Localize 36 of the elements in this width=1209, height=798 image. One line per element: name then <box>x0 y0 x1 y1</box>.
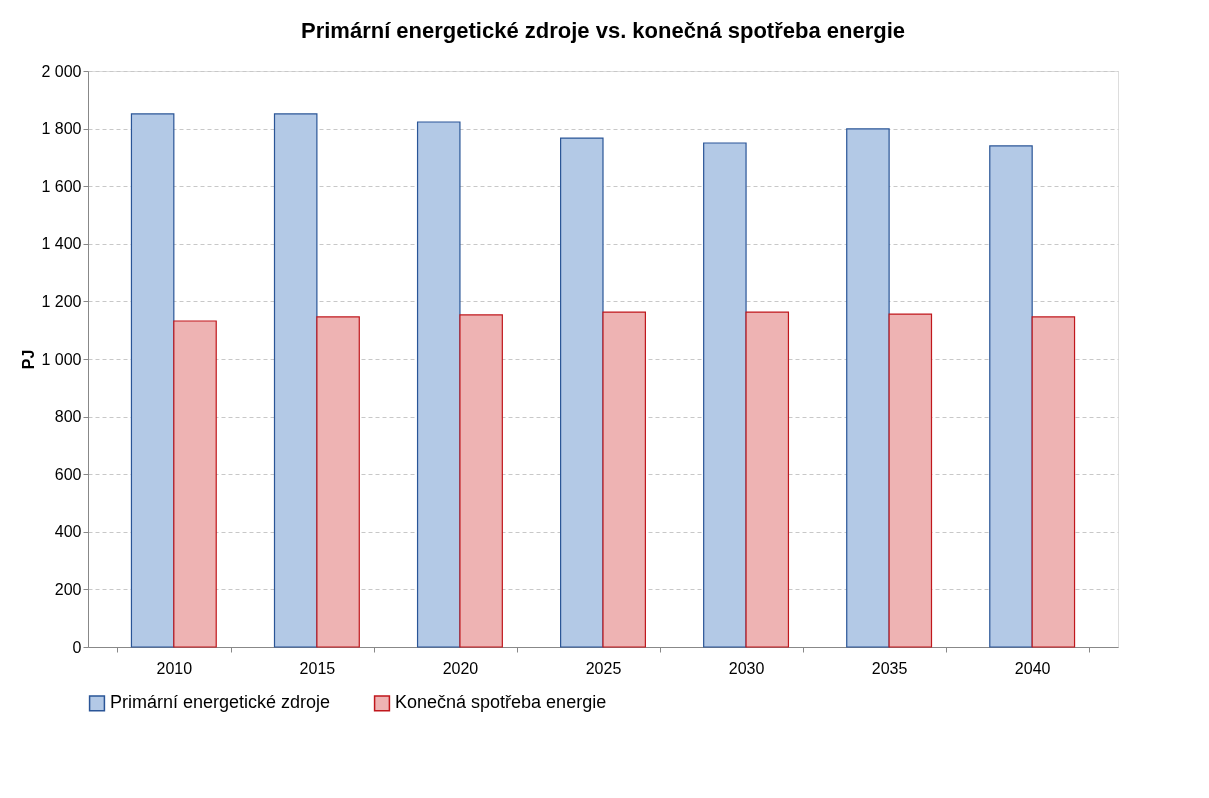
bar <box>989 145 1033 648</box>
bar <box>703 142 747 648</box>
x-tick-label: 2040 <box>1014 659 1051 677</box>
x-tick-label: 2010 <box>156 659 193 677</box>
legend-label: Primární energetické zdroje <box>110 692 331 713</box>
x-tick-label: 2020 <box>442 659 479 677</box>
y-tick-label: 0 <box>72 638 82 656</box>
x-tick-label: 2035 <box>871 659 908 677</box>
bar <box>459 314 503 648</box>
bar <box>602 311 646 648</box>
y-axis-title: PJ <box>20 349 38 370</box>
bar <box>273 113 318 648</box>
legend-label: Konečná spotřeba energie <box>395 692 607 713</box>
x-tick-label: 2025 <box>585 659 622 677</box>
y-tick-label: 1 000 <box>41 350 82 368</box>
bar <box>130 113 175 648</box>
y-tick-label: 1 800 <box>41 120 82 138</box>
bar <box>416 121 461 648</box>
bar <box>846 128 890 648</box>
y-tick-label: 1 200 <box>41 292 82 310</box>
x-tick-label: 2030 <box>728 659 765 677</box>
chart-title: Primární energetické zdroje vs. konečná spotřeba energie <box>300 18 906 43</box>
bar <box>1031 316 1076 648</box>
x-tick-label: 2015 <box>299 659 336 677</box>
y-tick-label: 1 400 <box>41 235 82 253</box>
y-tick-label: 400 <box>54 523 82 541</box>
y-tick-label: 800 <box>54 408 82 426</box>
y-tick-label: 200 <box>54 580 82 598</box>
y-tick-label: 1 600 <box>41 177 82 195</box>
bar <box>173 320 217 648</box>
y-tick-label: 2 000 <box>41 62 82 80</box>
bar <box>888 313 933 648</box>
bar <box>745 311 790 648</box>
y-tick-label: 600 <box>54 465 82 483</box>
bar <box>316 316 360 648</box>
bar <box>560 137 604 648</box>
